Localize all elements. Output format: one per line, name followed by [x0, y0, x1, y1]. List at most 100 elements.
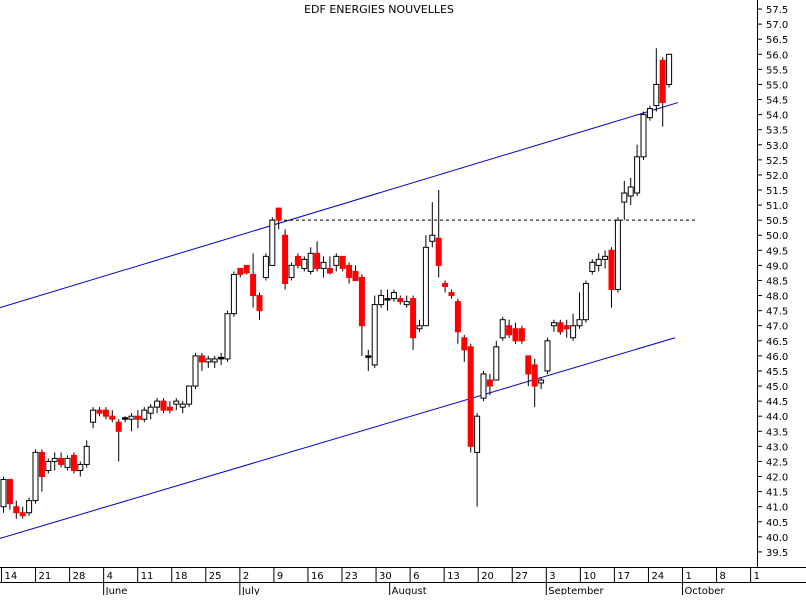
candle: [512, 322, 519, 344]
y-tick-label: 43.0: [766, 442, 788, 453]
month-label: July: [241, 586, 260, 595]
candle-body: [45, 460, 52, 471]
y-tick-label: 41.0: [766, 503, 788, 514]
y-tick-label: 44.0: [766, 412, 788, 423]
x-tick-label: 3: [549, 571, 555, 582]
candle-body: [83, 445, 90, 465]
candle: [653, 48, 660, 112]
candle: [237, 267, 244, 278]
candle-body: [352, 270, 359, 281]
candle-body: [288, 264, 295, 278]
candle-body: [589, 261, 596, 272]
candle-body: [77, 463, 84, 471]
candle: [0, 476, 7, 513]
y-tick-label: 52.5: [766, 156, 788, 167]
candle: [134, 410, 141, 429]
candle-body: [211, 358, 218, 363]
candle-body: [38, 451, 45, 478]
y-tick-label: 52.0: [766, 171, 788, 182]
candle: [70, 452, 77, 474]
candle-body: [646, 108, 653, 119]
candle: [301, 256, 308, 272]
y-tick-label: 54.5: [766, 96, 788, 107]
candle-body: [608, 249, 615, 291]
candle-body: [192, 355, 199, 387]
candle-body: [262, 255, 269, 278]
candle: [346, 262, 353, 284]
candle-body: [198, 355, 205, 363]
candle: [576, 292, 583, 329]
candle: [314, 241, 321, 272]
x-tick-label: 13: [447, 571, 460, 582]
candle-body: [397, 298, 404, 303]
candle-body: [550, 322, 557, 327]
candle-body: [6, 479, 13, 505]
candle-body: [627, 186, 634, 197]
candle: [589, 259, 596, 275]
candle: [192, 352, 199, 390]
candle-body: [154, 400, 161, 408]
candle: [544, 337, 551, 374]
candle: [102, 407, 109, 420]
candle: [627, 177, 634, 206]
candle-body: [499, 319, 506, 339]
trendlines: [0, 102, 697, 539]
candle: [614, 217, 621, 293]
y-tick-label: 46.0: [766, 352, 788, 363]
candle-body: [314, 252, 321, 269]
candle: [518, 325, 525, 344]
y-tick-label: 41.5: [766, 488, 788, 499]
candle-body: [26, 500, 33, 514]
candle-body: [250, 273, 257, 297]
candle: [474, 413, 481, 507]
candle: [179, 401, 186, 414]
trendline-upper-channel: [0, 102, 679, 309]
candle-body: [634, 156, 641, 194]
candle: [243, 264, 250, 275]
candle: [371, 295, 378, 368]
candle: [563, 319, 570, 338]
candle-body: [243, 264, 250, 274]
candle: [454, 298, 461, 344]
y-tick-label: 53.5: [766, 126, 788, 137]
candle-body: [339, 255, 346, 269]
candle-body: [442, 283, 449, 288]
candle-body: [237, 267, 244, 275]
candle-body: [525, 355, 532, 375]
candle: [288, 262, 295, 281]
y-tick-label: 43.5: [766, 427, 788, 438]
candle: [269, 217, 276, 266]
candle: [262, 253, 269, 281]
candle-body: [493, 346, 500, 381]
candle: [595, 253, 602, 272]
y-tick-label: 45.5: [766, 367, 788, 378]
candle: [634, 144, 641, 197]
x-tick-label: 16: [311, 571, 324, 582]
candle-body: [179, 403, 186, 408]
candle: [160, 398, 167, 414]
candle-body: [595, 258, 602, 266]
candle-body: [134, 415, 141, 420]
candle: [659, 57, 666, 127]
candle-body: [294, 255, 301, 266]
candle: [403, 295, 410, 308]
candle: [58, 452, 65, 468]
candle-body: [576, 319, 583, 327]
candle-body: [422, 246, 429, 327]
candle: [186, 385, 193, 408]
candle: [282, 229, 289, 290]
y-tick-label: 45.0: [766, 382, 788, 393]
candle: [122, 416, 129, 423]
candle: [397, 295, 404, 305]
candle-body: [224, 313, 231, 360]
candle-body: [13, 506, 20, 514]
x-tick-label: 18: [175, 571, 188, 582]
candle: [499, 316, 506, 341]
candle-body: [269, 219, 276, 266]
candle: [83, 440, 90, 468]
candle-body: [51, 457, 58, 462]
candle-body: [358, 276, 365, 327]
x-tick-label: 28: [73, 571, 86, 582]
candle-body: [109, 415, 116, 420]
candle: [205, 355, 212, 368]
